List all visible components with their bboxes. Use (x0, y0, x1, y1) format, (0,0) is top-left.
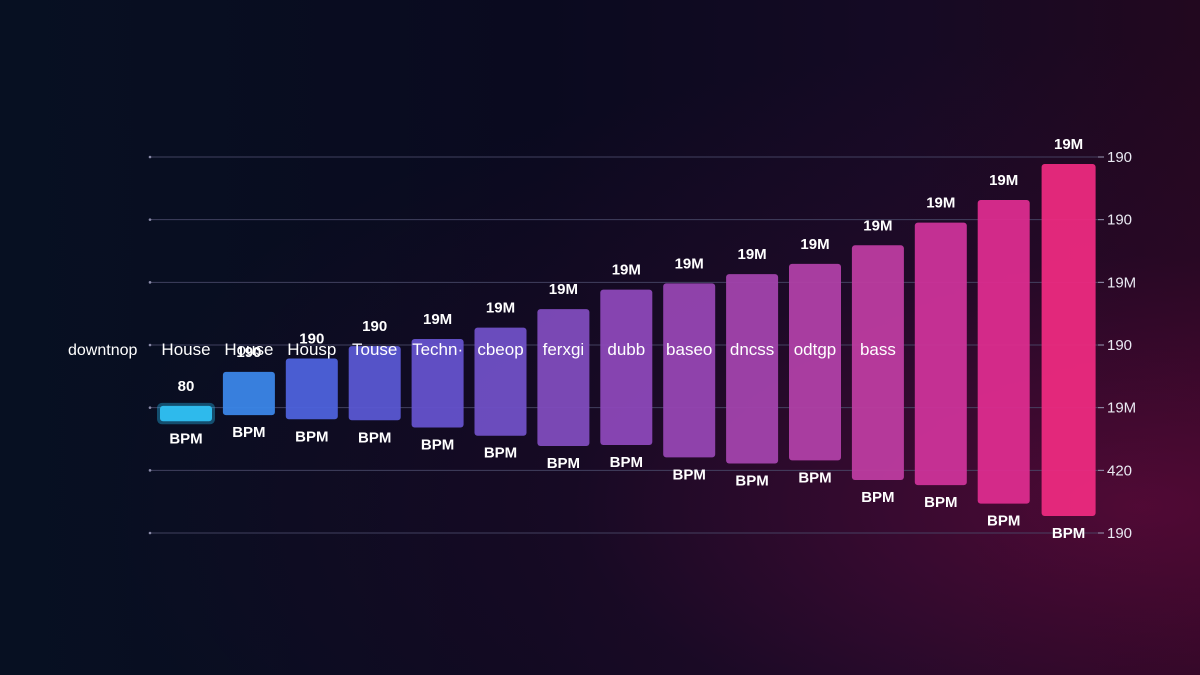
bar-group: 19M BPM (914, 195, 967, 511)
bar (285, 358, 338, 420)
bar-group: 19M BPM (977, 172, 1030, 530)
bar (977, 200, 1030, 504)
bar (663, 283, 716, 458)
bar-bottom-label: BPM (735, 473, 768, 490)
bar-top-label: 19M (800, 236, 829, 253)
bar-category-label: Housp (287, 340, 336, 359)
bar (537, 309, 590, 447)
bar-top-label: 190 (362, 318, 387, 335)
y-tick-label: 190 (1107, 149, 1132, 166)
bar-group: 19M baseo BPM (663, 255, 716, 483)
bar-top-label: 19M (675, 255, 704, 272)
bar-bottom-label: BPM (987, 513, 1020, 530)
bar-category-label: baseo (666, 340, 712, 359)
bar-bottom-label: BPM (484, 445, 517, 462)
bar (160, 405, 212, 422)
bar-top-label: 19M (612, 262, 641, 279)
bar-group: 19M Techn· BPM (411, 311, 464, 453)
bar-category-label: House (224, 340, 273, 359)
bar (726, 274, 779, 464)
bar (411, 338, 464, 428)
y-tick-label: 420 (1107, 462, 1132, 479)
bar-bottom-label: BPM (547, 455, 580, 472)
bar (348, 346, 401, 421)
bar-top-label: 190 (236, 344, 261, 361)
bar-bottom-label: BPM (924, 494, 957, 511)
bar-group: 19M ferxgi BPM (537, 281, 590, 472)
bar-top-label: 19M (863, 217, 892, 234)
bar-group: 190 Touse BPM (348, 318, 401, 446)
bar-bottom-label: BPM (295, 428, 328, 445)
bar (222, 371, 275, 416)
bar (789, 263, 841, 461)
bar-top-label: 19M (1054, 136, 1083, 153)
bar-group: 80 House BPM (157, 340, 215, 447)
bar-bottom-label: BPM (1052, 525, 1085, 542)
bar-top-label: 19M (423, 311, 452, 328)
bar-group: 19M dubb BPM (600, 262, 653, 471)
bar-category-label: ferxgi (543, 340, 585, 359)
gridline-start-dot (148, 531, 152, 535)
gridline-start-dot (148, 469, 152, 472)
bar-bottom-label: BPM (798, 469, 831, 486)
bar-group: 19M bass BPM (851, 217, 904, 506)
bar (914, 222, 967, 486)
left-axis-label: downtnop (68, 342, 137, 359)
y-tick-label: 19M (1107, 274, 1136, 291)
gridline-start-dot (148, 155, 152, 159)
y-tick-label: 190 (1107, 337, 1132, 354)
bar-category-label: dubb (607, 340, 645, 359)
bar (851, 245, 904, 480)
bar-bottom-label: BPM (232, 424, 265, 441)
bar-bottom-label: BPM (169, 430, 202, 447)
gridline-start-dot (148, 406, 152, 409)
bar-category-label: dncss (730, 340, 774, 359)
y-tick-label: 190 (1107, 212, 1132, 229)
gridline-start-dot (148, 343, 152, 347)
bar-category-label: cbeop (477, 340, 523, 359)
bar-top-label: 80 (178, 378, 195, 395)
bar-bottom-label: BPM (421, 436, 454, 453)
bar-top-label: 19M (926, 195, 955, 212)
bar-top-label: 19M (486, 300, 515, 317)
bar-top-label: 19M (549, 281, 578, 298)
bar-group: 19M odtgp BPM (789, 236, 841, 486)
bar-bottom-label: BPM (610, 454, 643, 471)
bar-category-label: House (161, 340, 210, 359)
y-tick-label: 19M (1107, 400, 1136, 417)
bar-group: 19M cbeop BPM (474, 300, 527, 462)
bar (600, 289, 653, 445)
bar-group: 19M dncss BPM (726, 246, 779, 490)
bar-category-label: Techn· (412, 340, 463, 359)
bar-top-label: 190 (299, 331, 324, 348)
bar-bottom-label: BPM (358, 429, 391, 446)
bar-top-label: 19M (738, 246, 767, 263)
bar-group: 19M BPM (1041, 136, 1096, 542)
bar-top-label: 19M (989, 172, 1018, 189)
gridline-start-dot (148, 281, 152, 284)
bar-category-label: bass (860, 340, 896, 359)
bar-category-label: Touse (352, 340, 397, 359)
bar (1041, 164, 1096, 516)
bar (474, 327, 527, 436)
left-row-label: downtnop (68, 342, 137, 359)
bar-bottom-label: BPM (673, 466, 706, 483)
y-axis-ticks: 190 190 19M 190 19M 420 190 (1098, 149, 1136, 542)
bar-category-label: odtgp (794, 340, 837, 359)
y-tick-label: 190 (1107, 525, 1132, 542)
bars: 80HouseBPM190HouseBPM190HouspBPM190Touse… (157, 136, 1096, 542)
bar-bottom-label: BPM (861, 489, 894, 506)
gridline-start-dot (148, 218, 152, 221)
